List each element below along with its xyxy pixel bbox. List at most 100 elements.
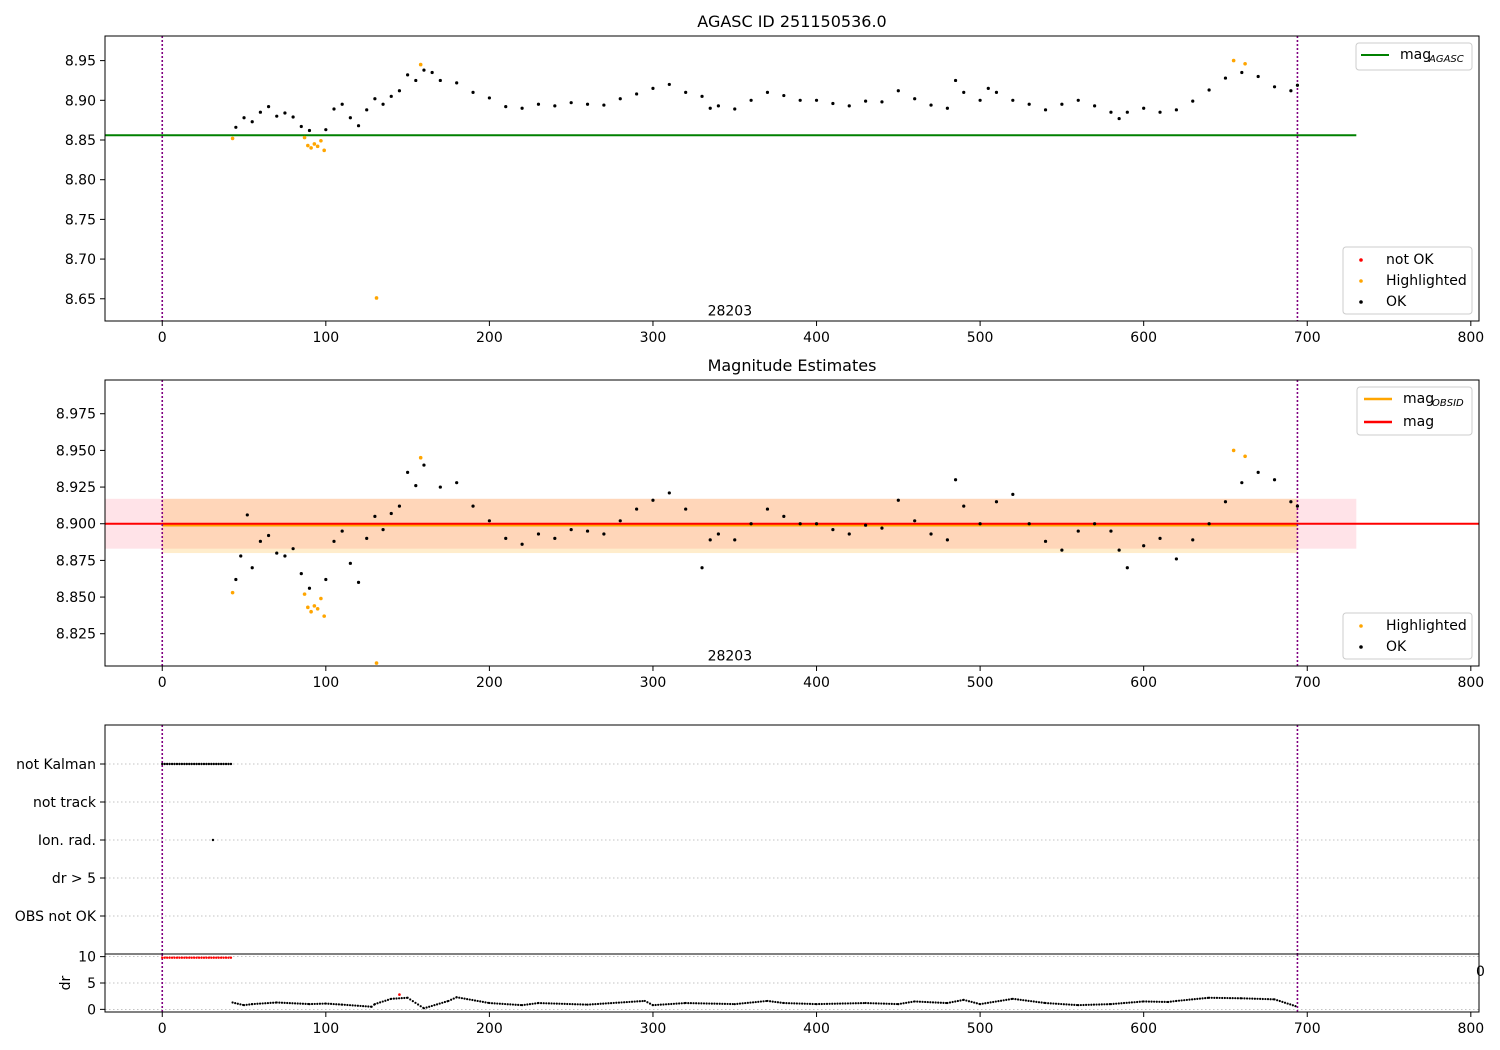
dr-point <box>882 1002 886 1005</box>
dr-point <box>680 1002 683 1005</box>
dr-point <box>1155 1000 1158 1003</box>
ok-point <box>864 523 868 527</box>
flag-point <box>227 762 230 766</box>
dr-point <box>1019 998 1022 1001</box>
dr-point <box>466 997 469 1001</box>
dr-point <box>1122 1001 1126 1005</box>
dr-point <box>488 1001 491 1005</box>
dr-point <box>630 1000 634 1003</box>
x-tick-label: 400 <box>803 330 830 346</box>
dr-point <box>1236 997 1239 1000</box>
dr-point <box>1183 999 1186 1002</box>
panel-dr: 0 100 200 300 400 500 600 700 800 0 5 10 dr 0 <box>58 950 1485 1037</box>
ok-point <box>733 538 737 542</box>
dr-point <box>1147 1000 1151 1003</box>
dr-point <box>733 1002 736 1006</box>
dr-point <box>723 1002 727 1005</box>
x-tick-label: 800 <box>1457 1021 1484 1037</box>
flag-point <box>212 762 215 766</box>
ok-point <box>1076 529 1080 533</box>
dr-point <box>1269 998 1272 1001</box>
dr-point <box>604 1002 607 1005</box>
dr-point <box>989 1001 992 1004</box>
ok-point <box>978 522 982 526</box>
dr-point <box>803 1002 806 1005</box>
flag-point <box>185 762 188 766</box>
dr-point <box>1035 1000 1038 1003</box>
ok-point <box>324 577 328 582</box>
dr-point <box>231 1001 234 1004</box>
dr-point <box>973 1001 976 1004</box>
ok-point <box>945 538 949 542</box>
legend-line-label: mag <box>1403 414 1434 430</box>
dr-point <box>1044 1001 1047 1005</box>
dr-point <box>937 1001 940 1004</box>
ok-point <box>381 528 385 532</box>
dr-point <box>981 1002 984 1005</box>
flag-point <box>165 762 169 766</box>
dr-point <box>667 1003 670 1006</box>
dr-point <box>351 1004 354 1007</box>
dr-point <box>899 1002 903 1005</box>
ok-point <box>266 105 271 109</box>
dr-point <box>662 1003 665 1006</box>
ok-point <box>414 78 418 83</box>
ok-point <box>520 542 524 546</box>
dr-point <box>939 1001 942 1004</box>
dr-point <box>697 1002 700 1005</box>
ok-point <box>536 102 541 106</box>
x-tick-label: 0 <box>158 1021 167 1037</box>
ok-point <box>880 100 884 104</box>
legend-box <box>1342 246 1473 315</box>
dr-point <box>293 1002 297 1005</box>
dr-point <box>1065 1003 1068 1006</box>
dr-point <box>986 1001 990 1004</box>
ok-point <box>471 504 475 508</box>
y-tick-label: 8.65 <box>65 292 96 308</box>
dr-point <box>926 1000 929 1004</box>
highlighted-point <box>312 142 317 146</box>
dr-point <box>550 1002 553 1005</box>
dr-point <box>1213 996 1216 999</box>
ok-point <box>438 485 442 489</box>
dr-point <box>1210 996 1213 999</box>
dr-point <box>406 996 409 999</box>
ok-point <box>716 532 720 536</box>
ok-point <box>635 92 639 96</box>
ok-point <box>684 507 688 511</box>
dr-point <box>584 1003 587 1006</box>
dr-point <box>1136 1000 1139 1004</box>
dr-point <box>496 1002 499 1005</box>
dr-point <box>269 1001 272 1005</box>
dr-point <box>1180 999 1183 1002</box>
dr-point <box>1005 998 1008 1001</box>
dr-point <box>526 1003 529 1006</box>
ok-point <box>749 522 753 526</box>
x-tick-label: 500 <box>967 675 994 691</box>
highlighted-point <box>1243 454 1247 459</box>
not-ok-flag-point <box>205 956 208 959</box>
ok-point <box>1142 106 1146 110</box>
ok-point <box>1289 500 1293 504</box>
clipped-tick-label: 0 <box>1476 964 1485 980</box>
ok-point <box>1109 110 1113 114</box>
x-tick-label: 500 <box>967 330 994 346</box>
ok-point <box>708 538 712 542</box>
not-ok-flag-point <box>165 956 169 959</box>
dr-point <box>1163 1000 1166 1004</box>
dr-point <box>1185 998 1188 1002</box>
ok-point <box>635 507 639 511</box>
ok-point <box>1256 74 1260 79</box>
chart-title: Magnitude Estimates <box>708 356 877 375</box>
dr-point <box>1294 1004 1297 1008</box>
dr-point <box>1251 997 1254 1000</box>
dr-point <box>831 1002 834 1005</box>
dr-point <box>523 1003 526 1006</box>
dr-point <box>395 997 398 1000</box>
dr-point <box>1100 1003 1103 1006</box>
ok-point <box>700 94 704 98</box>
ok-point <box>651 86 655 90</box>
flag-point <box>211 838 215 842</box>
dr-point <box>506 1003 509 1006</box>
dr-point <box>490 1002 494 1005</box>
